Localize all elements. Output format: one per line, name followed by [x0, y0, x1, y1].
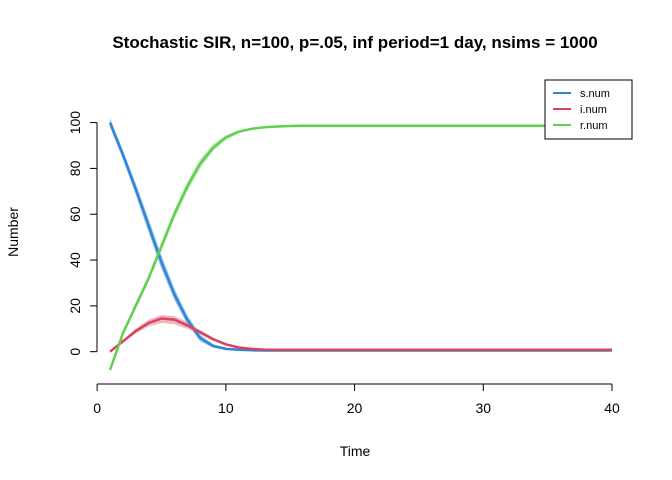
- y-tick-label: 100: [67, 111, 83, 135]
- x-axis: 0 10 20 30 40: [93, 383, 620, 416]
- legend-label-r-num: r.num: [580, 120, 608, 132]
- x-tick-label: 40: [604, 400, 620, 416]
- line-s-num: [108, 122, 612, 352]
- band-r-num: [110, 125, 612, 370]
- legend-label-i-num: i.num: [580, 104, 607, 116]
- legend: s.num i.num r.num: [544, 79, 633, 140]
- y-axis: 0 20 40 60 80 100: [67, 111, 98, 356]
- x-tick-label: 0: [93, 400, 101, 416]
- series-lines: [108, 122, 612, 371]
- line-i-num: [109, 317, 612, 353]
- confidence-bands: [110, 118, 612, 370]
- x-tick-label: 30: [475, 400, 491, 416]
- legend-label-s-num: s.num: [580, 88, 610, 100]
- y-tick-label: 0: [67, 348, 83, 356]
- y-tick-label: 40: [67, 252, 83, 268]
- y-axis-label: Number: [5, 207, 21, 257]
- x-axis-label: Time: [340, 443, 371, 459]
- y-tick-label: 80: [67, 160, 83, 176]
- x-tick-label: 10: [218, 400, 234, 416]
- chart-title: Stochastic SIR, n=100, p=.05, inf period…: [112, 33, 597, 52]
- y-tick-label: 20: [67, 298, 83, 314]
- y-tick-label: 60: [67, 206, 83, 222]
- line-r-num: [108, 124, 612, 371]
- x-tick-label: 20: [347, 400, 363, 416]
